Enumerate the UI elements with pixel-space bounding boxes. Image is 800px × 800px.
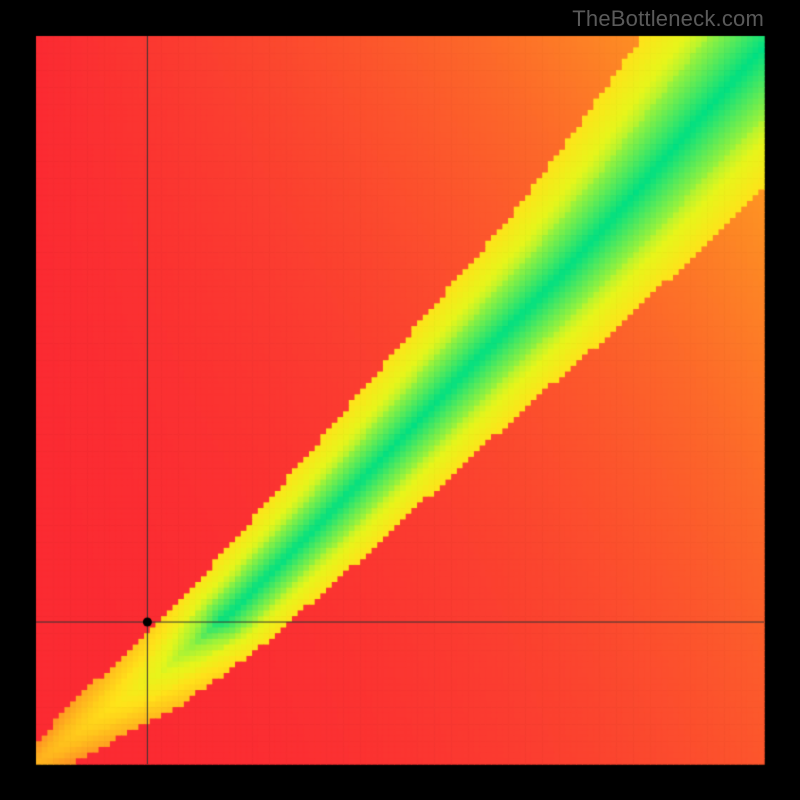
bottleneck-chart-container: TheBottleneck.com	[0, 0, 800, 800]
heatmap-canvas	[0, 0, 800, 800]
watermark-label: TheBottleneck.com	[572, 6, 764, 32]
